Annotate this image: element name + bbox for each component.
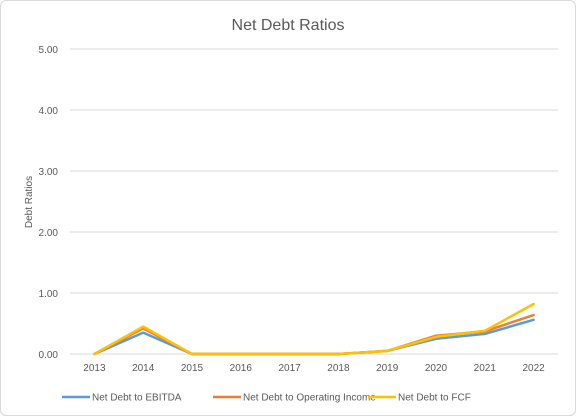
x-tick-label: 2015	[181, 363, 204, 374]
series-line-3	[93, 302, 535, 356]
plot-area	[93, 302, 535, 356]
x-tick-label: 2019	[376, 363, 399, 374]
legend: Net Debt to EBITDA Net Debt to Operating …	[62, 393, 471, 404]
chart-title: Net Debt Ratios	[232, 17, 345, 34]
y-axis-label: Debt Ratios	[24, 176, 35, 228]
legend-label-1: Net Debt to EBITDA	[92, 393, 182, 404]
y-tick-label: 1.00	[39, 289, 59, 300]
legend-label-3: Net Debt to FCF	[398, 393, 471, 404]
x-tick-labels: 2013 2014 2015 2016 2017 2018 2019 2020 2021 2022	[83, 363, 545, 374]
y-tick-label: 2.00	[39, 228, 59, 239]
x-tick-label: 2017	[278, 363, 301, 374]
y-tick-label: 0.00	[39, 350, 59, 361]
x-tick-label: 2022	[522, 363, 545, 374]
x-tick-label: 2013	[83, 363, 106, 374]
legend-label-2: Net Debt to Operating Income	[243, 393, 376, 404]
x-tick-label: 2021	[474, 363, 497, 374]
x-tick-label: 2014	[132, 363, 155, 374]
x-tick-label: 2020	[425, 363, 448, 374]
y-tick-label: 5.00	[39, 45, 59, 56]
x-tick-label: 2018	[327, 363, 350, 374]
y-tick-label: 3.00	[39, 167, 59, 178]
y-tick-label: 4.00	[39, 106, 59, 117]
x-tick-label: 2016	[230, 363, 253, 374]
gridlines	[70, 48, 558, 355]
y-tick-labels: 0.00 1.00 2.00 3.00 4.00 5.00	[39, 45, 59, 361]
